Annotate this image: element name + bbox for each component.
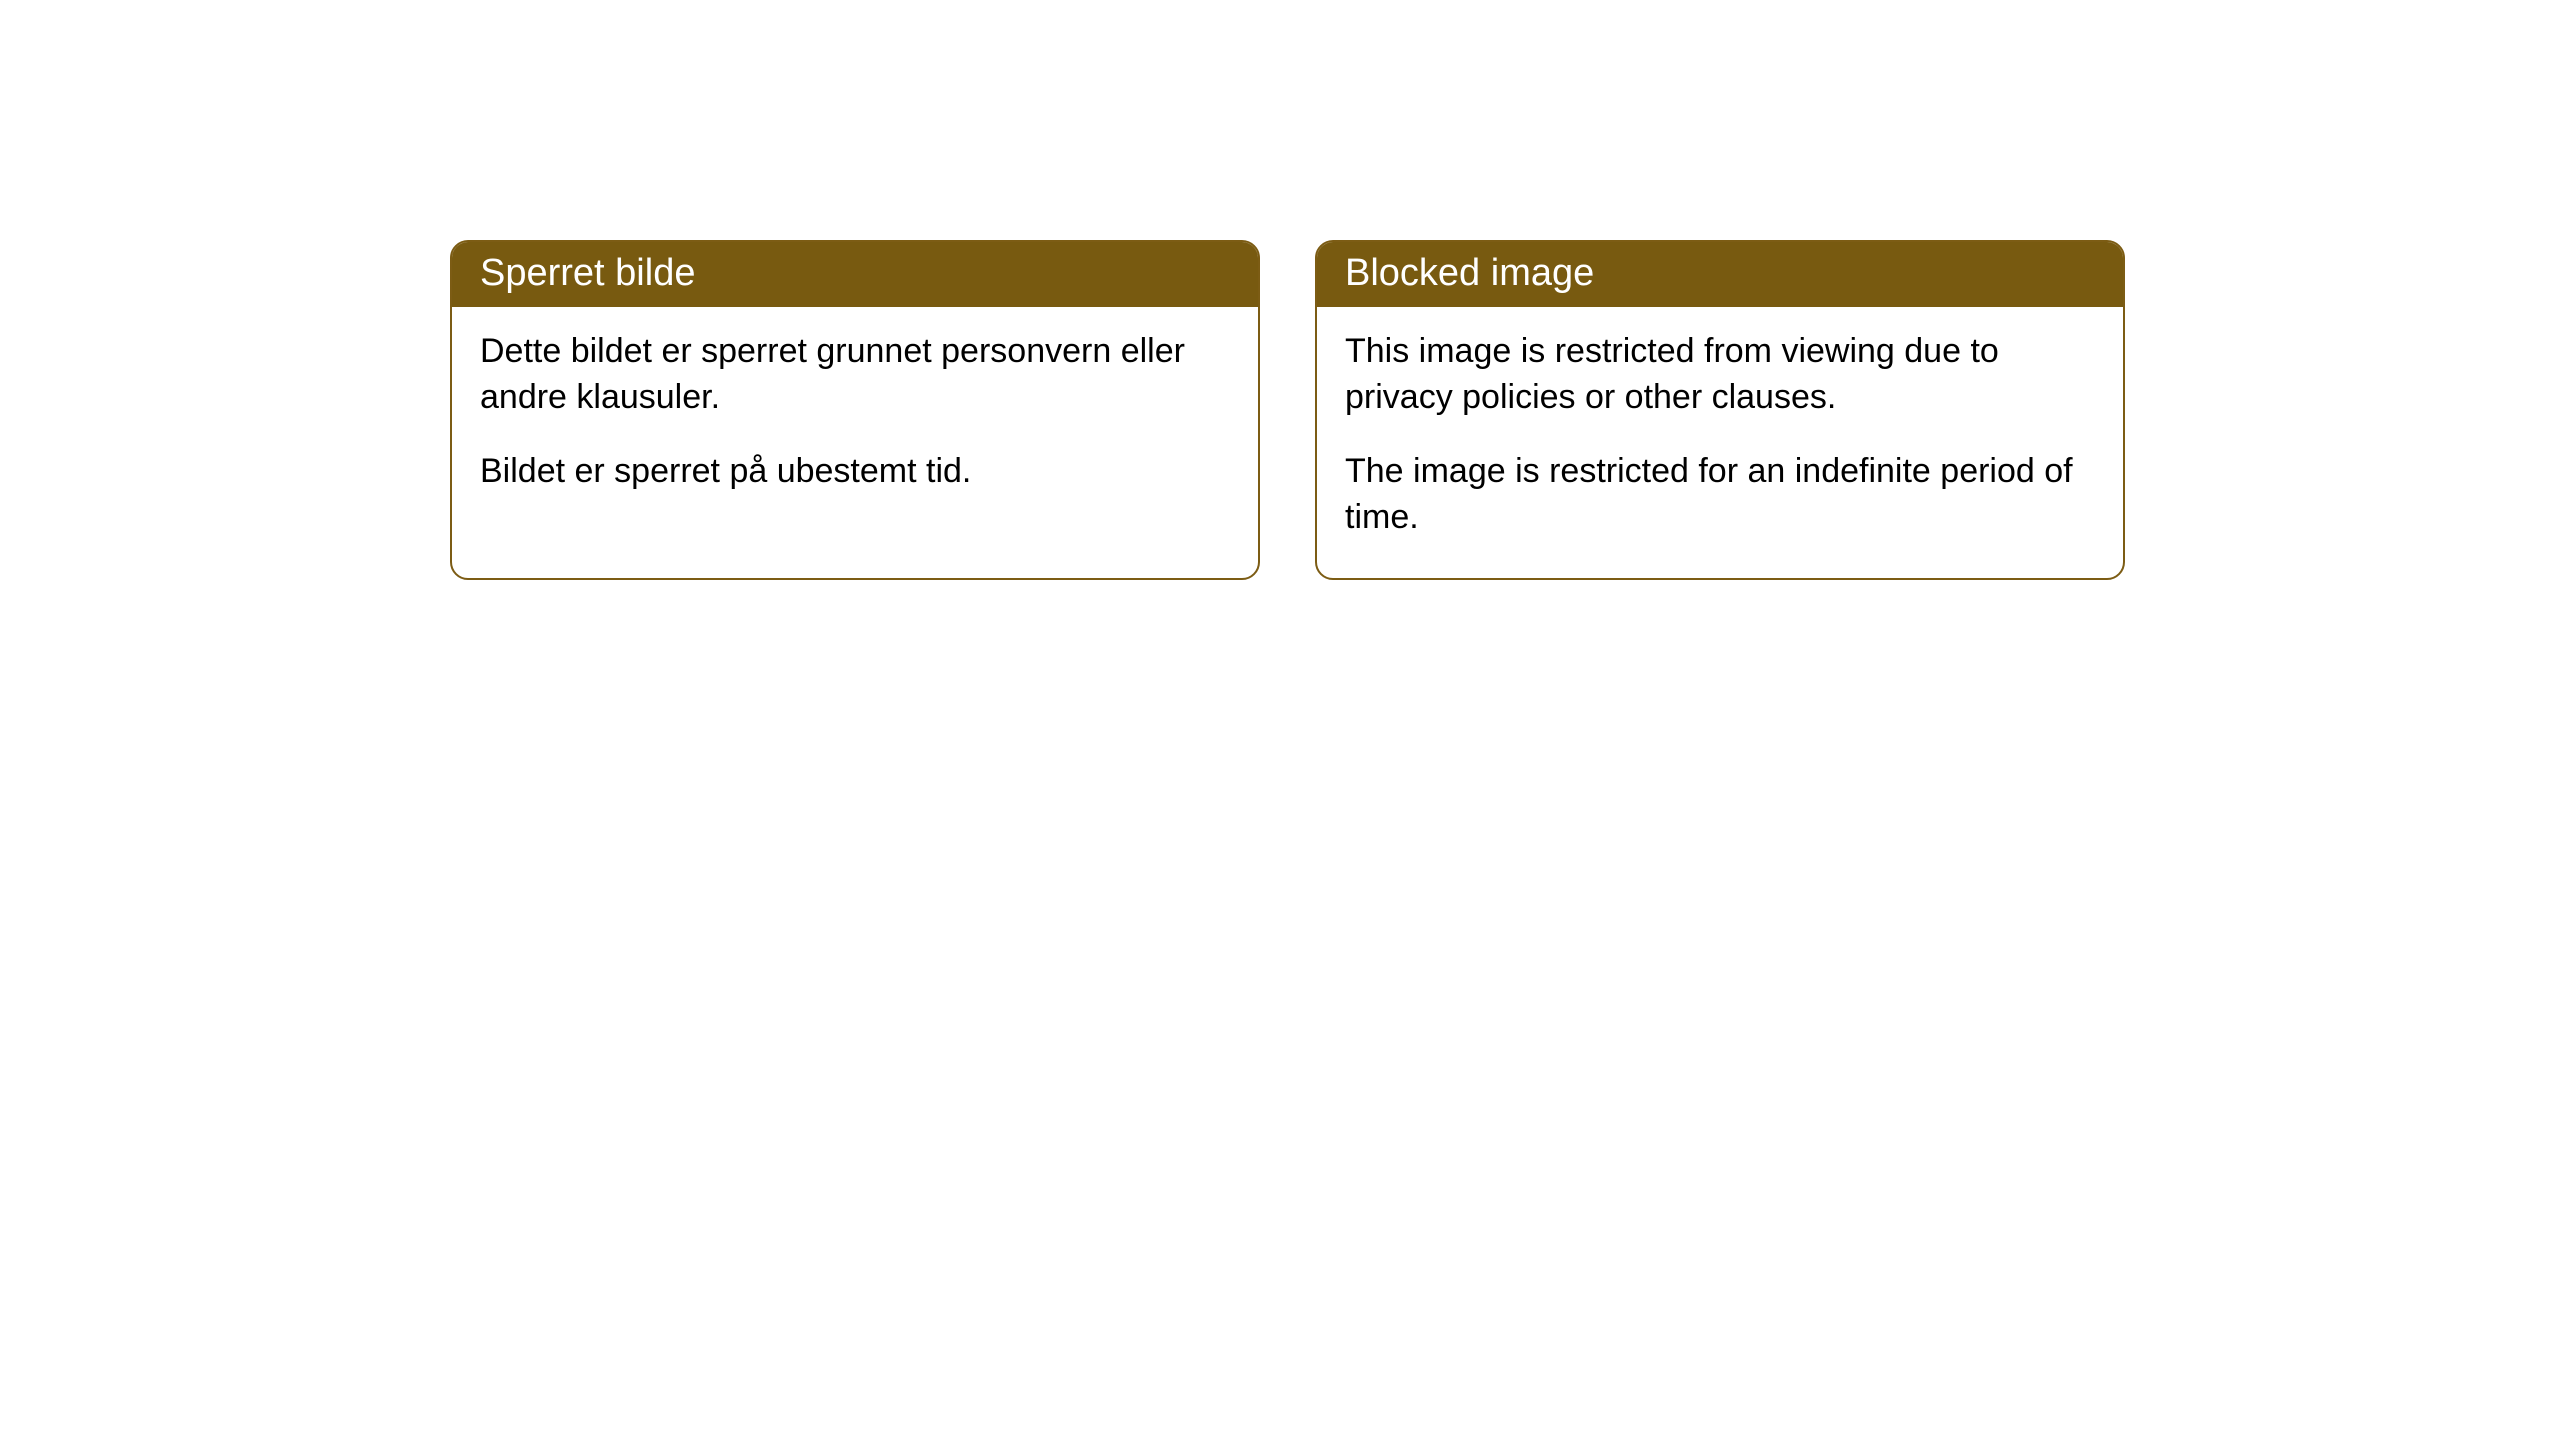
card-paragraph-english-1: This image is restricted from viewing du… [1345,329,2095,421]
card-body-english: This image is restricted from viewing du… [1317,307,2123,571]
card-header-norwegian: Sperret bilde [452,242,1258,307]
card-header-english: Blocked image [1317,242,2123,307]
card-body-norwegian: Dette bildet er sperret grunnet personve… [452,307,1258,525]
card-norwegian: Sperret bilde Dette bildet er sperret gr… [450,240,1260,580]
card-title-norwegian: Sperret bilde [480,252,695,294]
card-title-english: Blocked image [1345,252,1594,294]
card-paragraph-english-2: The image is restricted for an indefinit… [1345,449,2095,541]
card-paragraph-norwegian-1: Dette bildet er sperret grunnet personve… [480,329,1230,421]
notice-container: Sperret bilde Dette bildet er sperret gr… [0,0,2560,580]
card-paragraph-norwegian-2: Bildet er sperret på ubestemt tid. [480,449,1230,495]
card-english: Blocked image This image is restricted f… [1315,240,2125,580]
